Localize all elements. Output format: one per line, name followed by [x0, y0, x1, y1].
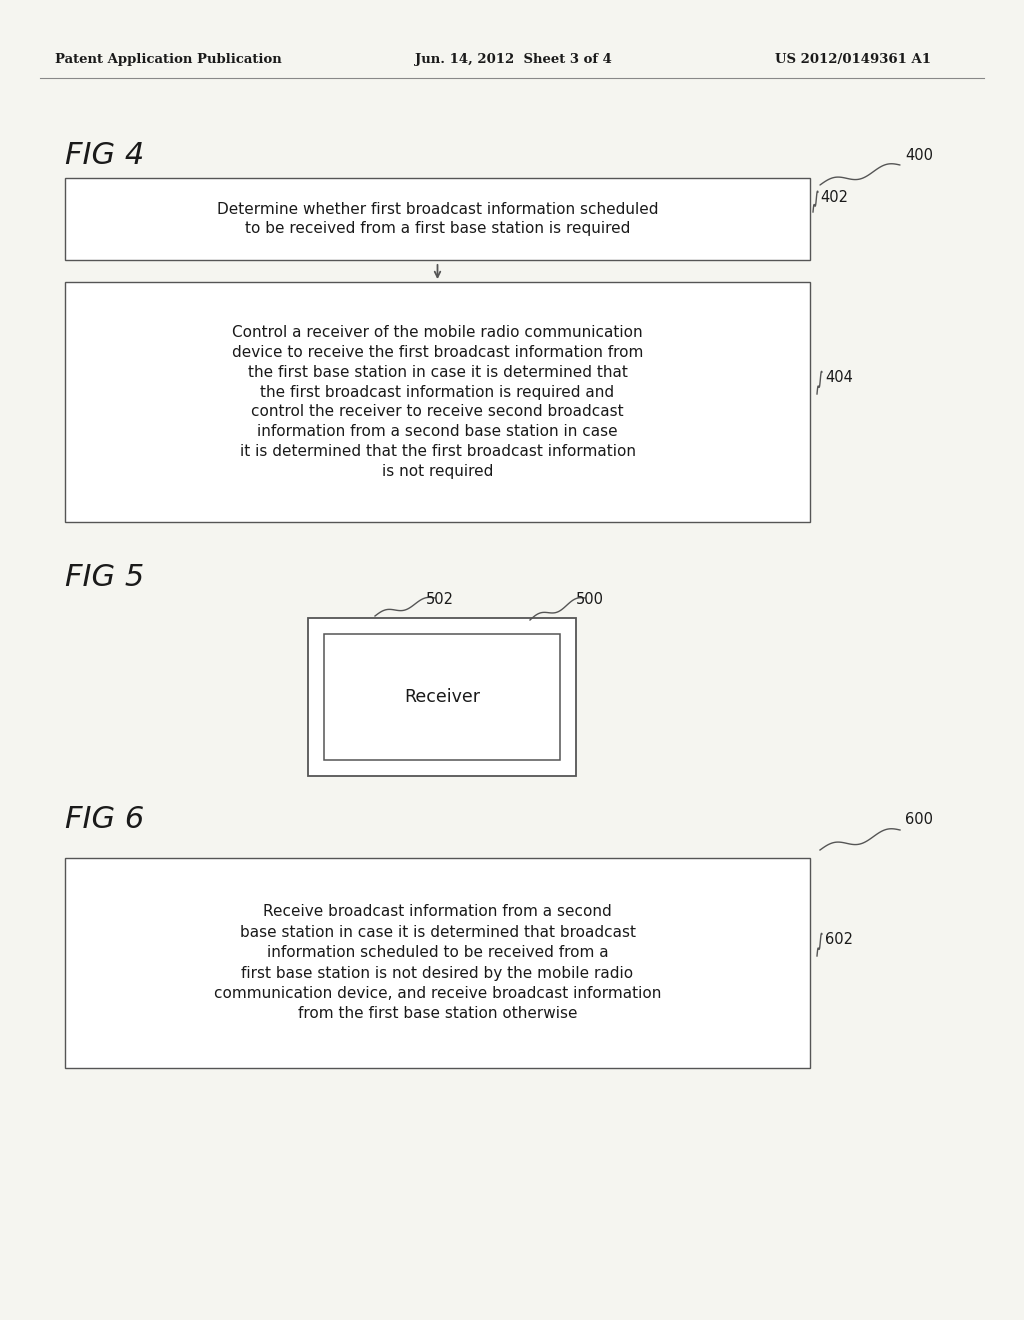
Text: Receiver: Receiver: [404, 688, 480, 706]
Bar: [65, 178, 810, 260]
Text: FIG 6: FIG 6: [65, 805, 144, 834]
Text: FIG 5: FIG 5: [65, 564, 144, 593]
Text: Control a receiver of the mobile radio communication
device to receive the first: Control a receiver of the mobile radio c…: [231, 325, 643, 479]
Bar: [65, 282, 810, 521]
Text: Jun. 14, 2012  Sheet 3 of 4: Jun. 14, 2012 Sheet 3 of 4: [415, 54, 612, 66]
Bar: [65, 858, 810, 1068]
Text: 404: 404: [825, 371, 853, 385]
Text: 500: 500: [575, 593, 604, 607]
Text: 402: 402: [820, 190, 848, 206]
Text: Receive broadcast information from a second
base station in case it is determine: Receive broadcast information from a sec…: [214, 904, 662, 1022]
Text: 600: 600: [905, 813, 933, 828]
Text: US 2012/0149361 A1: US 2012/0149361 A1: [775, 54, 931, 66]
Text: 602: 602: [825, 932, 853, 948]
Text: Determine whether first broadcast information scheduled
to be received from a fi: Determine whether first broadcast inform…: [217, 202, 658, 236]
Text: 502: 502: [426, 593, 454, 607]
Text: 400: 400: [905, 148, 933, 162]
Bar: [324, 634, 560, 760]
Text: Patent Application Publication: Patent Application Publication: [55, 54, 282, 66]
Bar: [308, 618, 575, 776]
Text: FIG 4: FIG 4: [65, 140, 144, 169]
